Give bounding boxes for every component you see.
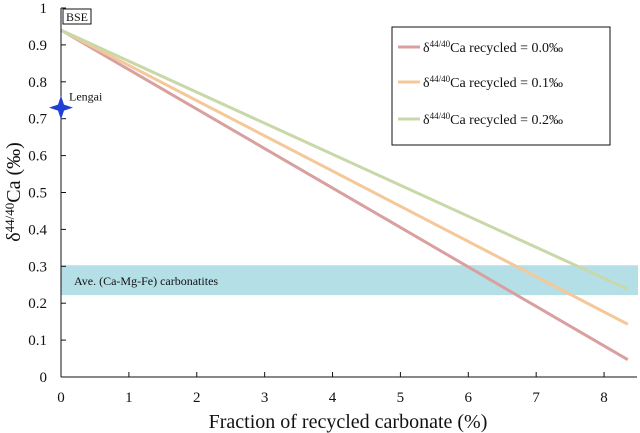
y-tick-label-10: 1 — [40, 1, 48, 17]
bse-label: BSE — [66, 10, 88, 24]
legend-label-1: δ44/40Ca recycled = 0.1‰ — [423, 74, 563, 91]
bse-label-box: BSE — [62, 8, 92, 25]
x-tick-label-6: 6 — [465, 390, 473, 406]
series-line-0 — [60, 28, 629, 361]
y-tick-label-1: 0.1 — [28, 333, 47, 349]
y-tick-label-5: 0.5 — [28, 186, 47, 202]
legend-label-2: δ44/40Ca recycled = 0.2‰ — [423, 111, 563, 128]
y-tick-label-2: 0.2 — [28, 296, 47, 312]
y-axis-title: δ44/40Ca (‰) — [2, 142, 25, 242]
x-axis-title: Fraction of recycled carbonate (%) — [209, 411, 488, 433]
y-axis-title-sup: 44/40 — [2, 203, 17, 233]
x-tick-label-5: 5 — [397, 390, 405, 406]
x-tick-label-4: 4 — [329, 390, 337, 406]
series-line-2 — [60, 28, 629, 291]
x-tick-label-2: 2 — [193, 390, 201, 406]
x-tick-labels: 0 1 2 3 4 5 6 7 8 — [57, 372, 608, 406]
lengai-star-icon — [49, 95, 73, 120]
x-tick-label-7: 7 — [532, 390, 540, 406]
y-tick-label-8: 0.8 — [28, 75, 47, 91]
series-line-1 — [60, 28, 629, 326]
y-tick-label-4: 0.4 — [28, 222, 47, 238]
lengai-point: Lengai — [49, 90, 103, 120]
legend: δ44/40Ca recycled = 0.0‰ δ44/40Ca recycle… — [391, 26, 611, 146]
y-tick-labels: 0 0.1 0.2 0.3 0.4 0.5 0.6 0.7 0.8 0.9 1 — [28, 1, 66, 386]
x-tick-label-8: 8 — [600, 390, 608, 406]
y-tick-label-7: 0.7 — [28, 112, 47, 128]
y-tick-label-0: 0 — [40, 370, 48, 386]
x-tick-label-3: 3 — [261, 390, 269, 406]
x-tick-label-1: 1 — [125, 390, 133, 406]
legend-box — [391, 26, 611, 146]
y-tick-label-3: 0.3 — [28, 259, 47, 275]
x-tick-label-0: 0 — [57, 390, 65, 406]
band-label: Ave. (Ca-Mg-Fe) carbonatites — [74, 274, 218, 288]
y-axis-title-suffix: Ca (‰) — [3, 142, 25, 203]
legend-label-0: δ44/40Ca recycled = 0.0‰ — [423, 39, 563, 56]
lengai-label: Lengai — [69, 90, 103, 104]
series-lines — [60, 28, 629, 361]
y-tick-label-6: 0.6 — [28, 149, 47, 165]
y-tick-label-9: 0.9 — [28, 38, 47, 54]
y-axis-title-prefix: δ — [3, 232, 25, 241]
